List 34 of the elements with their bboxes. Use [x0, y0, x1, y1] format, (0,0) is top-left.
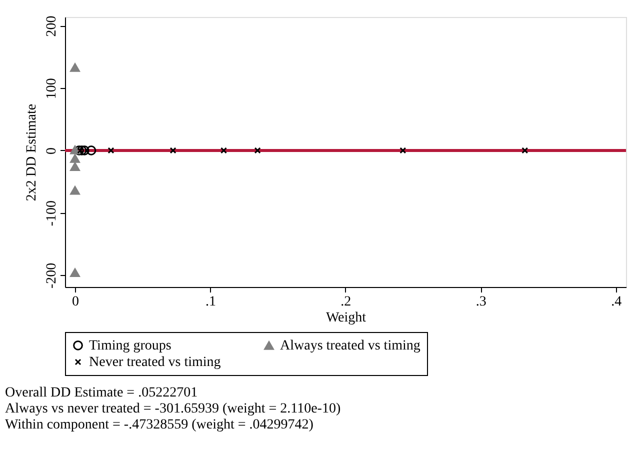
x-tick-label: .2: [340, 294, 352, 310]
text: Overall DD Estimate = .05222701: [5, 386, 198, 400]
point: [70, 268, 80, 278]
y-tick-label: 100: [44, 78, 60, 100]
point: [400, 147, 406, 154]
legend-label: Timing groups: [89, 338, 172, 354]
x-tick-label: .3: [476, 294, 486, 310]
point: [76, 146, 87, 156]
x-tick-label: .1: [205, 294, 216, 310]
legend-label: Never treated vs timing: [89, 355, 221, 370]
point: [522, 147, 528, 154]
text: Within component = -.47328559 (weight = .04299742): [5, 418, 314, 432]
y-tick-label: -200: [44, 262, 60, 288]
y-tick-label: 200: [44, 16, 60, 37]
point: [70, 162, 80, 172]
point: [70, 145, 80, 154]
text: Always vs never treated = -301.65939 (weight = 2.110e-10): [5, 402, 341, 416]
point: [77, 147, 84, 154]
y-axis-title: 2x2 DD Estimate: [24, 104, 40, 202]
point: [108, 147, 114, 154]
y-tick-label: -100: [44, 200, 60, 226]
point: [254, 147, 261, 154]
point: [86, 146, 96, 156]
x-tick-label: 0: [72, 294, 80, 310]
point: [70, 186, 80, 195]
point: [80, 146, 90, 156]
point: [70, 63, 80, 72]
x-tick-label: .4: [611, 294, 622, 310]
point: [170, 147, 176, 154]
y-tick-label: 0: [44, 147, 60, 154]
legend-label: Always treated vs timing: [280, 338, 420, 354]
point: [70, 154, 80, 163]
point: [220, 147, 227, 154]
x-axis-title: Weight: [326, 310, 366, 326]
